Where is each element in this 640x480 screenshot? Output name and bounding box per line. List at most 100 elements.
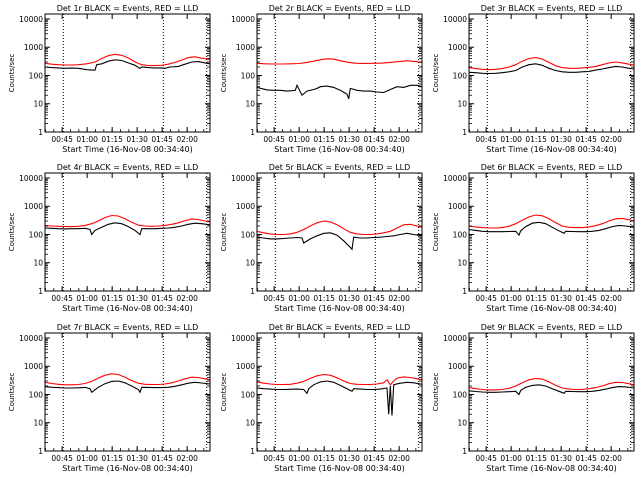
series-events-line	[44, 59, 211, 71]
x-axis-label: Start Time (16-Nov-08 00:34:40)	[62, 304, 192, 313]
x-axis-label: Start Time (16-Nov-08 00:34:40)	[486, 464, 616, 473]
y-tick-label: 1000	[24, 43, 43, 52]
x-tick-label: 01:45	[575, 454, 597, 463]
series-events-line	[468, 384, 635, 396]
y-tick-label: 1000	[236, 202, 255, 211]
y-tick-label: 100	[453, 71, 468, 80]
x-tick-label: 02:00	[388, 135, 410, 144]
y-tick-label: 1	[462, 447, 467, 456]
y-axis-label: Counts/sec	[220, 373, 228, 412]
x-tick-label: 01:00	[76, 454, 98, 463]
x-tick-label: 01:30	[338, 135, 360, 144]
x-tick-label: 00:45	[475, 294, 497, 303]
x-tick-label: 01:30	[338, 454, 360, 463]
plot-frame	[256, 332, 423, 452]
y-tick-label: 10	[457, 419, 467, 428]
y-tick-label: 100	[29, 230, 44, 239]
x-axis-label: Start Time (16-Nov-08 00:34:40)	[274, 145, 404, 154]
plot-frame	[468, 13, 635, 133]
x-tick-label: 01:00	[500, 135, 522, 144]
y-tick-label: 10	[457, 100, 467, 109]
plot-frame	[256, 172, 423, 292]
y-tick-label: 1	[38, 128, 43, 137]
panel-title: Det 7r BLACK = Events, RED = LLD	[57, 323, 199, 332]
x-axis-label: Start Time (16-Nov-08 00:34:40)	[274, 304, 404, 313]
x-tick-label: 01:30	[550, 135, 572, 144]
detector-panel-2: Det 2r BLACK = Events, RED = LLD 1 10 100 10…	[220, 4, 423, 154]
series-lld-line	[468, 214, 635, 229]
x-tick-label: 01:15	[101, 454, 123, 463]
y-tick-label: 100	[241, 230, 256, 239]
series-lld-line	[44, 214, 211, 228]
x-tick-label: 01:45	[575, 294, 597, 303]
x-tick-label: 00:45	[263, 454, 285, 463]
y-tick-label: 10	[245, 419, 255, 428]
x-tick-label: 01:30	[550, 294, 572, 303]
x-tick-label: 00:45	[51, 454, 73, 463]
y-tick-label: 10	[33, 100, 43, 109]
x-axis-label: Start Time (16-Nov-08 00:34:40)	[62, 464, 192, 473]
y-axis-label: Counts/sec	[220, 54, 228, 93]
panel-title: Det 5r BLACK = Events, RED = LLD	[269, 163, 411, 172]
y-tick-label: 10000	[231, 334, 255, 343]
x-tick-label: 01:45	[151, 294, 173, 303]
y-axis-label: Counts/sec	[8, 373, 16, 412]
x-tick-label: 01:45	[363, 135, 385, 144]
y-tick-label: 1000	[24, 362, 43, 371]
x-tick-label: 01:15	[101, 294, 123, 303]
y-tick-label: 100	[241, 390, 256, 399]
plot-frame	[256, 13, 423, 133]
y-tick-label: 1000	[448, 43, 467, 52]
x-tick-label: 00:45	[51, 294, 73, 303]
x-axis-label: Start Time (16-Nov-08 00:34:40)	[62, 145, 192, 154]
y-tick-label: 10000	[443, 15, 467, 24]
x-tick-label: 02:00	[600, 135, 622, 144]
y-tick-label: 100	[29, 71, 44, 80]
y-tick-label: 1000	[236, 362, 255, 371]
series-lld-line	[256, 220, 423, 236]
x-tick-label: 01:15	[313, 135, 335, 144]
detector-panel-5: Det 5r BLACK = Events, RED = LLD 1 10 100 10…	[220, 163, 423, 313]
x-tick-label: 00:45	[475, 135, 497, 144]
x-tick-label: 01:45	[363, 294, 385, 303]
series-lld-line	[256, 373, 423, 386]
y-axis-label: Counts/sec	[8, 54, 16, 93]
y-tick-label: 10000	[19, 334, 43, 343]
y-tick-label: 10000	[231, 15, 255, 24]
detector-panel-1: Det 1r BLACK = Events, RED = LLD 1 10 100 10…	[8, 4, 211, 154]
x-tick-label: 01:15	[101, 135, 123, 144]
y-tick-label: 1	[250, 447, 255, 456]
x-tick-label: 01:00	[500, 454, 522, 463]
x-tick-label: 01:00	[288, 135, 310, 144]
x-tick-label: 01:30	[126, 135, 148, 144]
plot-frame	[44, 172, 211, 292]
series-lld-line	[468, 377, 635, 391]
x-tick-label: 02:00	[600, 294, 622, 303]
y-tick-label: 10	[245, 100, 255, 109]
detector-panel-4: Det 4r BLACK = Events, RED = LLD 1 10 100 10…	[8, 163, 211, 313]
x-tick-label: 01:30	[126, 294, 148, 303]
y-axis-label: Counts/sec	[432, 54, 440, 93]
x-axis-label: Start Time (16-Nov-08 00:34:40)	[486, 304, 616, 313]
x-tick-label: 01:45	[363, 454, 385, 463]
detector-panel-9: Det 9r BLACK = Events, RED = LLD 1 10 100 10…	[432, 323, 635, 473]
x-tick-label: 01:00	[76, 294, 98, 303]
detector-panel-8: Det 8r BLACK = Events, RED = LLD 1 10 100 10…	[220, 323, 423, 473]
x-tick-label: 01:00	[288, 294, 310, 303]
y-axis-label: Counts/sec	[8, 213, 16, 252]
x-tick-label: 01:30	[126, 454, 148, 463]
y-axis-label: Counts/sec	[432, 373, 440, 412]
y-tick-label: 100	[241, 71, 256, 80]
y-axis-label: Counts/sec	[220, 213, 228, 252]
detector-panel-7: Det 7r BLACK = Events, RED = LLD 1 10 100 10…	[8, 323, 211, 473]
detector-panel-6: Det 6r BLACK = Events, RED = LLD 1 10 100 10…	[432, 163, 635, 313]
y-tick-label: 10	[33, 419, 43, 428]
panel-title: Det 1r BLACK = Events, RED = LLD	[57, 4, 199, 13]
x-tick-label: 01:00	[500, 294, 522, 303]
series-events-line	[256, 232, 423, 251]
x-tick-label: 01:30	[338, 294, 360, 303]
series-events-line	[44, 222, 211, 236]
series-events-line	[468, 63, 635, 75]
y-tick-label: 1	[250, 287, 255, 296]
